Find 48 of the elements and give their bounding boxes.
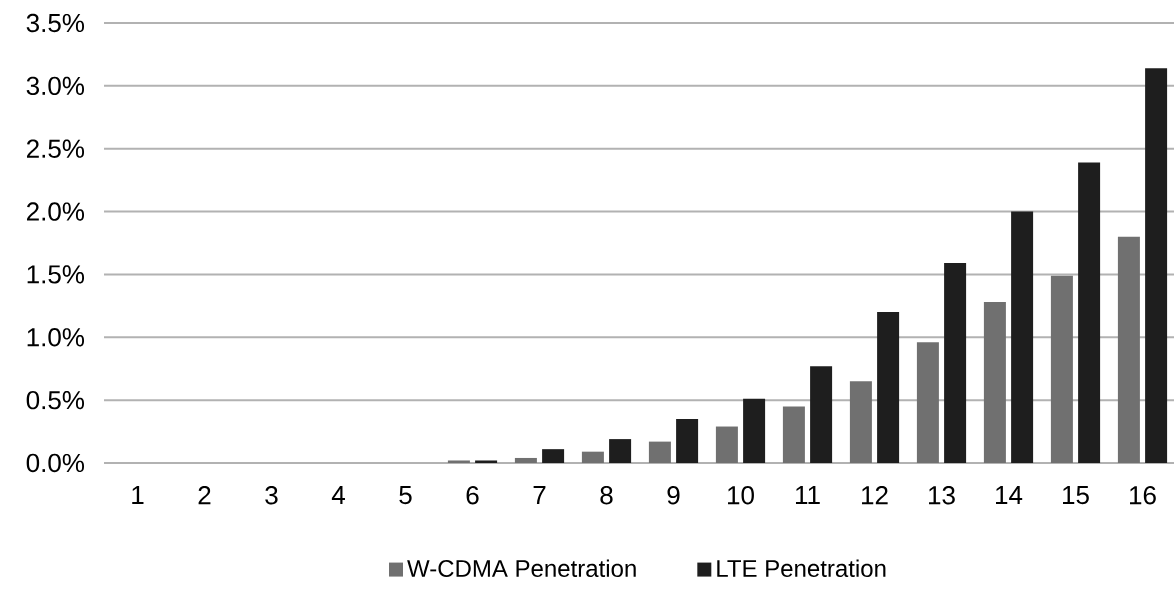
bar: [916, 342, 939, 463]
x-tick-label: 4: [331, 486, 345, 504]
y-tick-label: 3.0%: [26, 76, 85, 96]
bar: [743, 398, 766, 463]
bar: [648, 441, 671, 463]
y-tick-label: 0.5%: [26, 390, 85, 410]
bar: [581, 451, 604, 463]
bar: [944, 263, 967, 463]
bar: [514, 457, 537, 463]
x-tick-label: 1: [132, 486, 144, 504]
bar: [447, 460, 470, 463]
y-tick-label: 1.0%: [27, 328, 85, 347]
x-tick-label: 12: [862, 486, 888, 505]
x-tick-label: 14: [996, 486, 1023, 504]
bar: [475, 460, 498, 463]
x-tick-label: 7: [533, 486, 546, 504]
y-tick-label: 2.0%: [26, 202, 85, 221]
bar: [849, 381, 872, 463]
bar: [609, 439, 632, 463]
y-tick-label: 3.5%: [26, 13, 85, 33]
y-tick-label: 1.5%: [27, 265, 85, 284]
bar: [676, 418, 699, 463]
bar: [1078, 162, 1101, 463]
bar: [1011, 211, 1034, 463]
x-tick-label: 9: [667, 486, 680, 505]
bar: [810, 366, 833, 463]
bar: [877, 312, 900, 463]
x-tick-label: 3: [265, 486, 278, 505]
bar: [1050, 275, 1073, 463]
bar: [542, 449, 565, 463]
x-tick-label: 5: [399, 486, 412, 505]
bar: [1117, 236, 1140, 463]
bar: [782, 406, 805, 463]
bar: [1145, 68, 1168, 463]
x-tick-label: 8: [600, 486, 613, 505]
x-tick-label: 16: [1130, 486, 1156, 505]
legend-label: W-CDMA Penetration: [407, 559, 636, 577]
bar: [983, 302, 1006, 463]
x-tick-label: 15: [1063, 486, 1089, 505]
y-tick-label: 0.0%: [26, 453, 85, 473]
x-tick-label: 6: [466, 486, 479, 505]
x-tick-label: 10: [728, 486, 754, 505]
x-tick-label: 2: [198, 486, 211, 505]
legend-label: LTE Penetration: [717, 559, 886, 577]
x-tick-label: 11: [795, 486, 820, 504]
y-tick-label: 2.5%: [26, 139, 85, 158]
x-tick-label: 13: [929, 486, 955, 505]
bar: [715, 426, 738, 463]
